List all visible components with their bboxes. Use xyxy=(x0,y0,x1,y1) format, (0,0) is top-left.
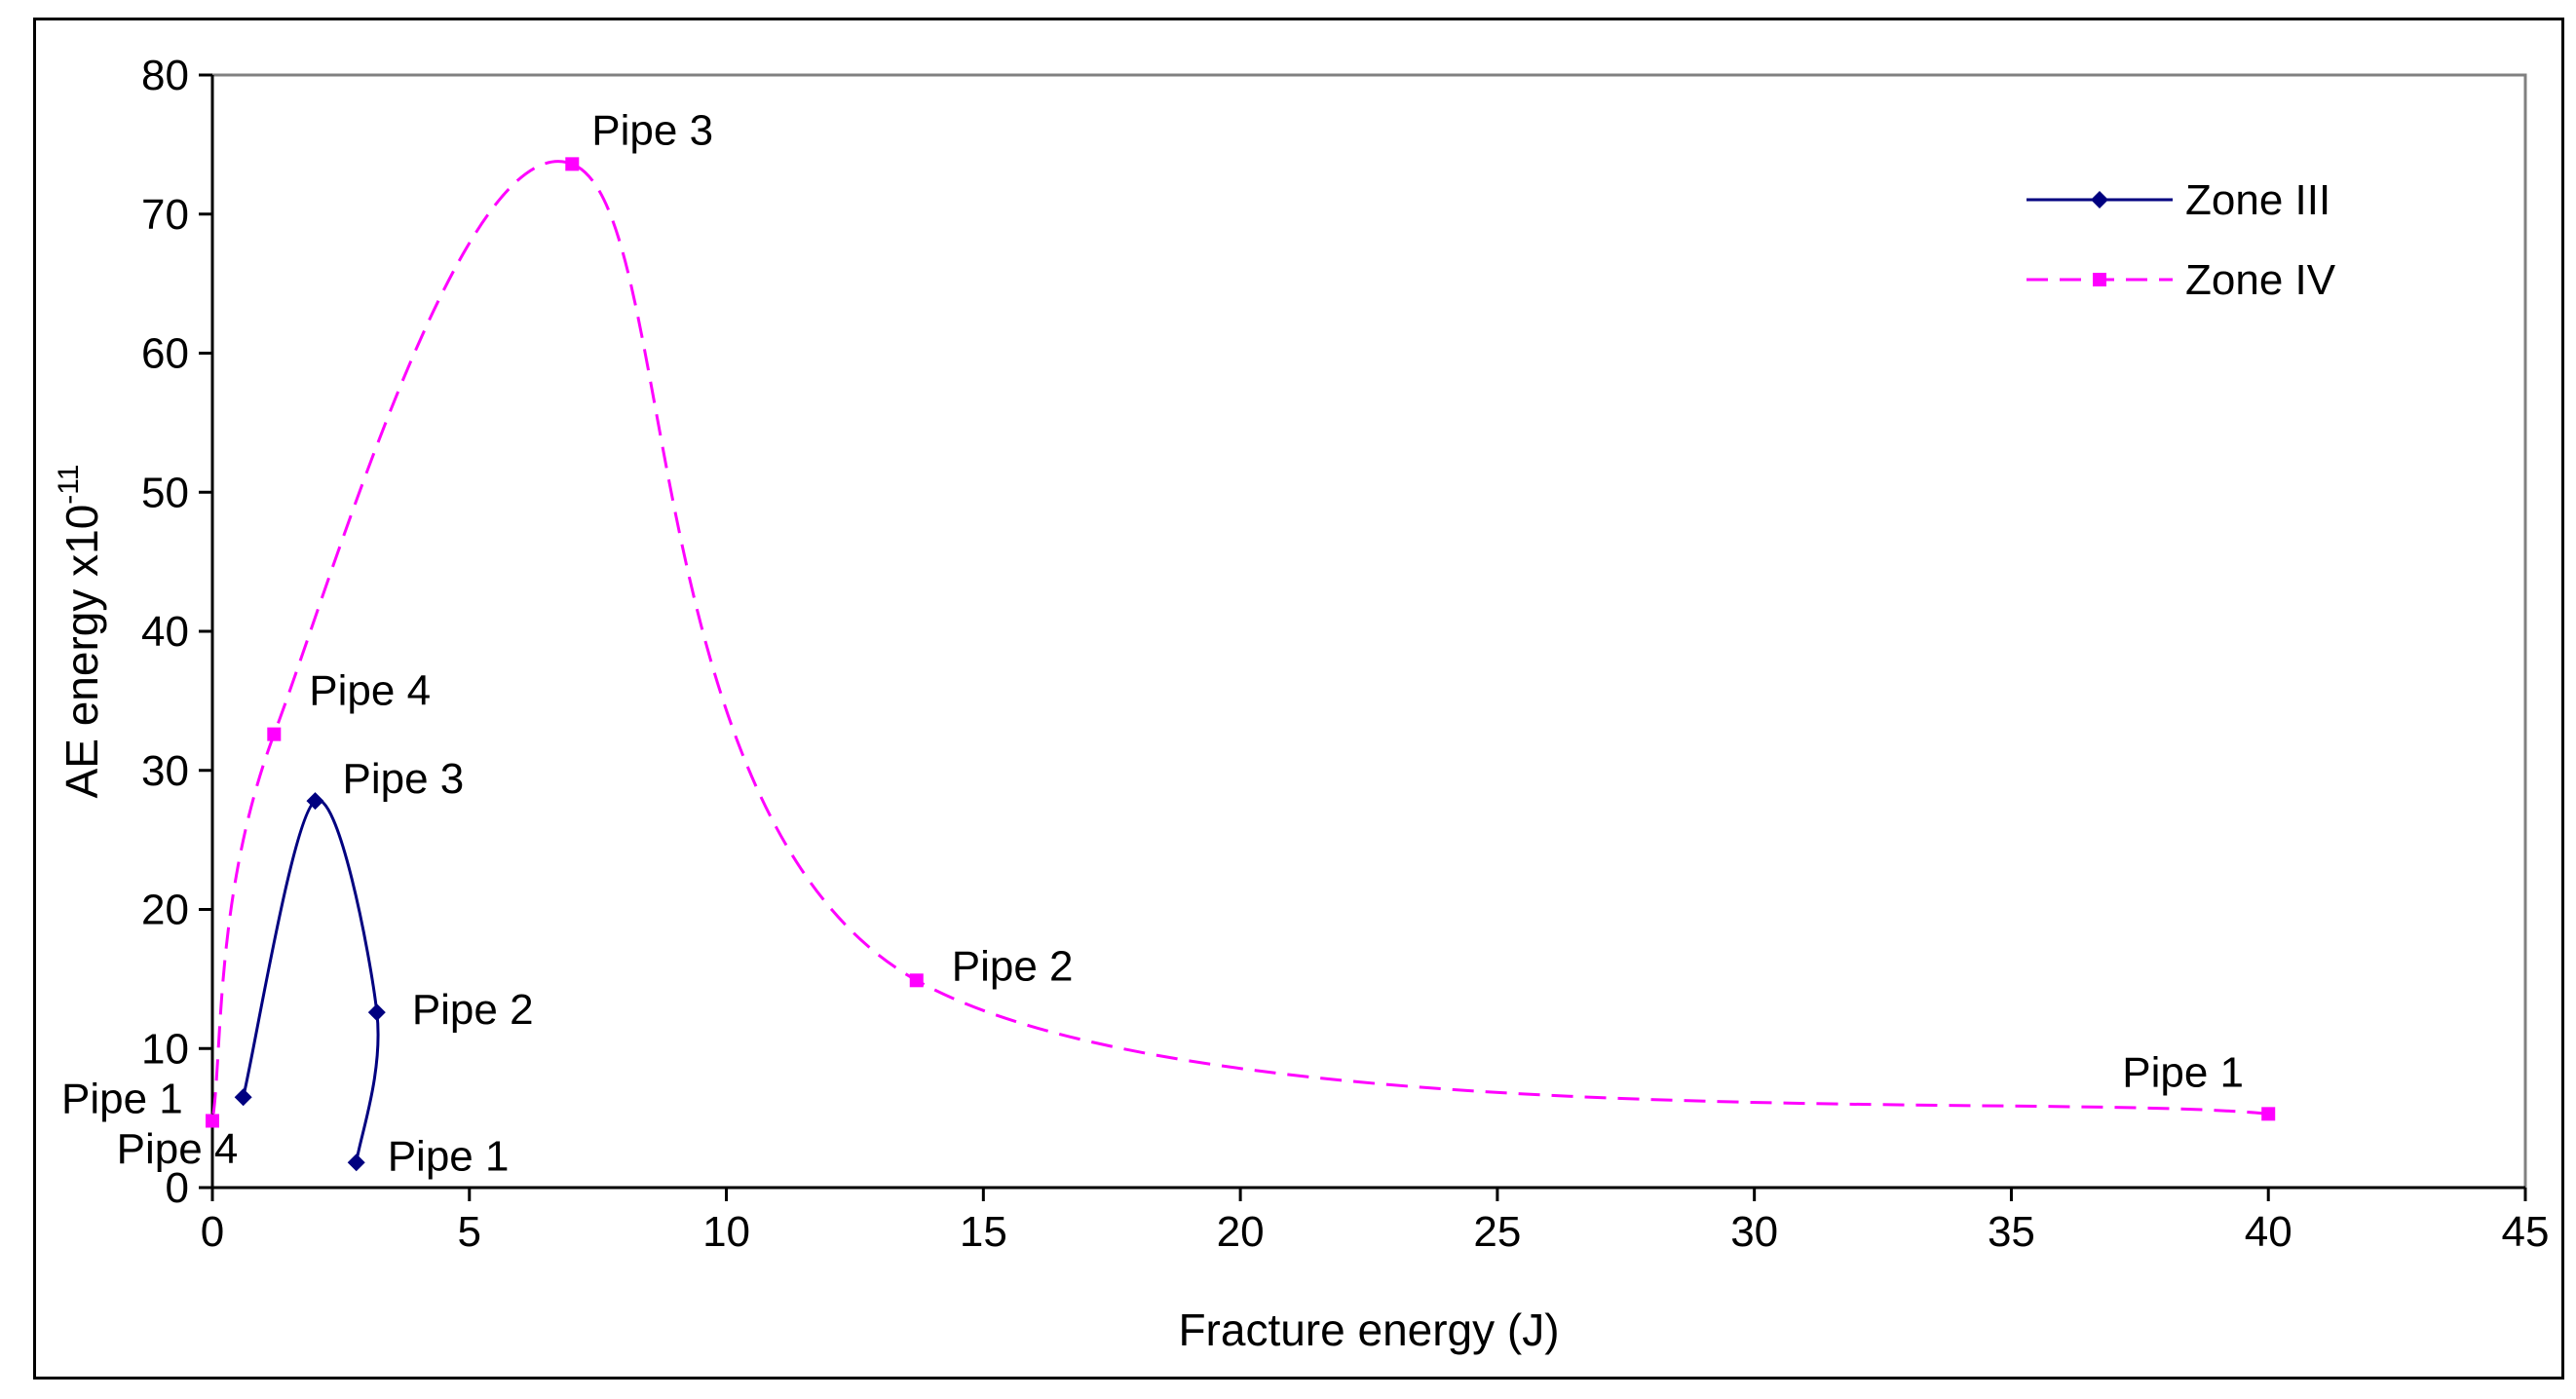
x-tick-label: 20 xyxy=(1217,1208,1265,1256)
y-axis-label: AE energy x10-11 xyxy=(53,465,107,799)
markers-layer xyxy=(206,157,2276,1172)
x-tick-label: 45 xyxy=(2502,1208,2550,1256)
point-label: Pipe 1 xyxy=(388,1132,510,1180)
y-tick-label: 0 xyxy=(166,1164,189,1212)
legend-square-marker xyxy=(2093,273,2106,286)
series-line-zone-iv xyxy=(210,160,2269,1121)
point-label: Pipe 2 xyxy=(412,986,534,1034)
y-axis-label-text: AE energy x10 xyxy=(57,505,107,799)
legend-label: Zone IV xyxy=(2185,256,2336,304)
x-tick-label: 5 xyxy=(458,1208,481,1256)
x-tick-label: 10 xyxy=(702,1208,750,1256)
x-tick-label: 35 xyxy=(1988,1208,2035,1256)
y-axis-ticks: 0 10 20 30 40 50 60 70 80 xyxy=(141,52,212,1212)
square-marker xyxy=(565,157,580,171)
point-label: Pipe 1 xyxy=(2122,1048,2244,1096)
diamond-marker xyxy=(234,1088,252,1107)
square-marker xyxy=(206,1114,219,1128)
x-tick-label: 40 xyxy=(2245,1208,2292,1256)
y-tick-label: 70 xyxy=(141,191,189,239)
y-tick-label: 40 xyxy=(141,608,189,656)
legend: Zone III Zone IV xyxy=(2027,176,2336,304)
square-marker xyxy=(2261,1107,2276,1121)
diamond-marker xyxy=(367,1003,386,1022)
y-tick-label: 30 xyxy=(141,747,189,795)
point-label: Pipe 1 xyxy=(61,1075,183,1122)
y-tick-label: 80 xyxy=(141,52,189,99)
x-axis-label: Fracture energy (J) xyxy=(1178,1304,1559,1355)
x-tick-label: 0 xyxy=(201,1208,224,1256)
point-label: Pipe 4 xyxy=(117,1125,239,1173)
y-tick-label: 50 xyxy=(141,469,189,516)
plot-area xyxy=(210,73,2527,1190)
point-label: Pipe 4 xyxy=(309,667,431,715)
square-marker xyxy=(267,727,282,741)
y-tick-label: 20 xyxy=(141,887,189,934)
point-label: Pipe 3 xyxy=(591,106,713,154)
legend-label: Zone III xyxy=(2185,176,2330,224)
diamond-marker xyxy=(347,1153,365,1172)
series-line-zone-iii xyxy=(242,798,380,1163)
point-label: Pipe 3 xyxy=(343,755,465,803)
y-tick-label: 60 xyxy=(141,330,189,378)
legend-diamond-marker xyxy=(2091,191,2108,208)
x-axis-ticks: 0 5 10 15 20 25 30 35 40 45 xyxy=(201,1188,2550,1256)
x-tick-label: 15 xyxy=(960,1208,1007,1256)
x-tick-label: 25 xyxy=(1473,1208,1521,1256)
y-axis-label-exponent: -11 xyxy=(53,465,85,505)
x-tick-label: 30 xyxy=(1730,1208,1778,1256)
y-tick-label: 10 xyxy=(141,1025,189,1073)
series-layer xyxy=(210,160,2269,1163)
point-label: Pipe 2 xyxy=(952,942,1074,990)
diamond-marker xyxy=(306,792,324,811)
square-marker xyxy=(909,973,924,988)
